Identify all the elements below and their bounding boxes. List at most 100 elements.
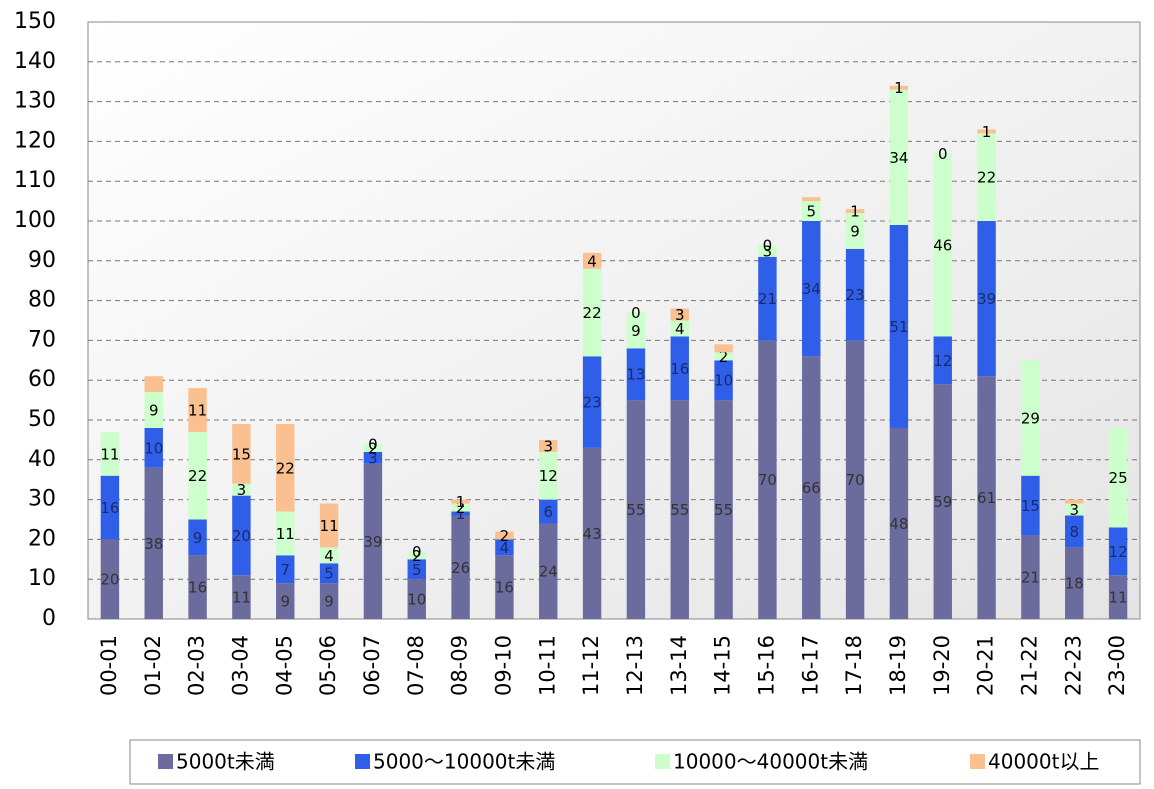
data-label: 10 (144, 439, 163, 457)
bar-segment (1065, 503, 1084, 516)
data-label: 34 (889, 149, 908, 167)
data-label: 16 (188, 579, 207, 597)
data-label: 0 (368, 435, 378, 453)
bar-segment (977, 133, 996, 221)
bar-segment (276, 555, 295, 584)
bar-segment (933, 384, 952, 619)
data-label: 16 (670, 360, 689, 378)
data-label: 2 (500, 527, 510, 545)
bar-segment (539, 499, 558, 524)
data-label: 25 (1109, 469, 1128, 487)
bar-segment (539, 439, 558, 452)
data-label: 24 (539, 563, 558, 581)
bar-segment (144, 376, 163, 393)
data-label: 26 (451, 559, 470, 577)
data-label: 38 (144, 535, 163, 553)
data-label: 18 (1065, 575, 1084, 593)
bar-segment (319, 563, 339, 584)
data-label: 1 (456, 493, 466, 511)
bar-segment (363, 443, 383, 452)
bar-segment (582, 268, 602, 357)
data-label: 22 (188, 467, 207, 485)
data-label: 22 (977, 169, 996, 187)
x-tick-label: 21-22 (1017, 635, 1041, 696)
bar-segment (1065, 499, 1084, 504)
data-label: 22 (276, 459, 295, 477)
x-tick-label: 03-04 (228, 635, 252, 696)
data-label: 55 (626, 501, 645, 519)
y-tick-label: 140 (14, 49, 56, 74)
bar-segment (276, 511, 295, 556)
data-label: 11 (188, 402, 207, 420)
bar-segment (276, 423, 295, 512)
x-tick-label: 14-15 (711, 635, 735, 696)
x-tick-label: 05-06 (316, 635, 340, 696)
data-label: 3 (543, 437, 553, 455)
data-label: 0 (763, 236, 773, 254)
data-label: 9 (324, 593, 334, 611)
bar-segment (100, 475, 120, 540)
x-tick-label: 15-16 (754, 635, 778, 696)
bar-segment (802, 201, 821, 221)
data-label: 20 (100, 571, 119, 589)
bar-segment (889, 427, 909, 619)
bar-segment (758, 244, 777, 257)
bar-segment (845, 209, 865, 214)
y-tick-label: 120 (14, 128, 56, 153)
bar-segment (582, 356, 602, 448)
data-label: 23 (846, 286, 865, 304)
bar-segment (802, 197, 821, 202)
data-label: 15 (232, 445, 251, 463)
y-tick-label: 150 (14, 9, 56, 34)
bar-segment (276, 583, 295, 619)
x-tick-label: 01-02 (141, 635, 165, 696)
bar-segment (845, 213, 865, 249)
bar-segment (451, 503, 470, 512)
bar-segment (670, 308, 689, 321)
data-label: 3 (368, 449, 378, 467)
data-label: 1 (456, 505, 466, 523)
x-tick-label: 22-23 (1061, 635, 1085, 696)
bar-segment (933, 153, 952, 337)
x-tick-label: 16-17 (798, 635, 822, 696)
data-label: 4 (587, 252, 597, 270)
bar-segment (714, 344, 733, 353)
data-label: 46 (933, 236, 952, 254)
data-label: 2 (719, 348, 729, 366)
data-label: 55 (714, 501, 733, 519)
data-label: 4 (675, 320, 685, 338)
data-label: 23 (583, 394, 602, 412)
y-tick-label: 80 (28, 288, 56, 313)
x-tick-label: 02-03 (185, 635, 209, 696)
data-label: 20 (232, 527, 251, 545)
y-tick-label: 30 (28, 487, 56, 512)
data-label: 6 (543, 503, 553, 521)
bar-segment (933, 336, 952, 385)
bar-segment (1065, 515, 1084, 548)
data-label: 48 (889, 515, 908, 533)
bar-segment (670, 400, 689, 619)
bar-segment (232, 495, 251, 576)
bar-segment (495, 531, 514, 540)
data-label: 3 (675, 306, 685, 324)
data-label: 1 (894, 79, 904, 97)
bar-segment (232, 575, 251, 619)
x-tick-label: 09-10 (491, 635, 515, 696)
legend-swatch (970, 754, 985, 769)
bar-segment (670, 320, 689, 337)
data-label: 12 (1109, 543, 1128, 561)
legend-label: 5000t未満 (176, 750, 275, 774)
legend-label: 10000〜40000t未満 (673, 750, 868, 774)
bar-segment (232, 423, 251, 484)
data-label: 11 (100, 445, 119, 463)
plot-area (87, 21, 1141, 620)
bar-segment (407, 551, 426, 560)
bar-segment (714, 352, 733, 361)
y-tick-label: 130 (14, 89, 56, 114)
data-label: 11 (232, 589, 251, 607)
bar-segment (626, 312, 646, 349)
bar-segment (1108, 427, 1128, 528)
bar-segment (845, 340, 865, 619)
data-label: 13 (626, 366, 645, 384)
